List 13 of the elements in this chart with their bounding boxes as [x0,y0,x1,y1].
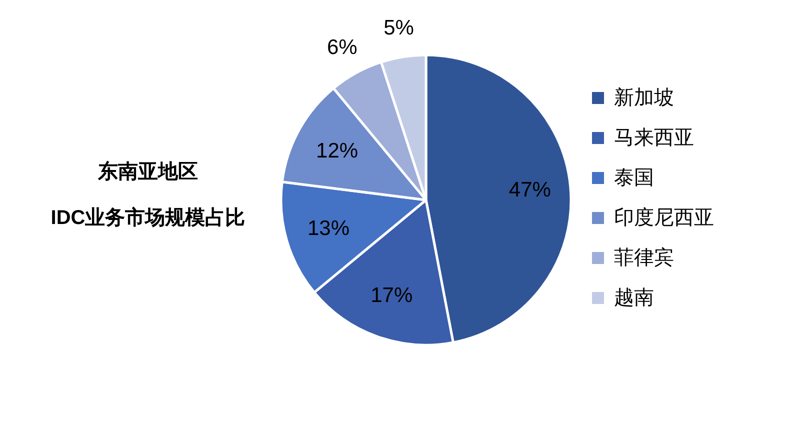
data-label: 13% [308,216,350,240]
data-label: 47% [508,178,551,202]
data-label: 17% [370,284,413,307]
data-label: 5% [384,16,414,40]
legend-label: 新加坡 [614,87,674,109]
legend-label: 印度尼西亚 [614,207,714,229]
chart-title: 东南亚地区 IDC业务市场规模占比 [50,161,246,229]
legend-label: 越南 [614,287,654,309]
legend-label: 马来西亚 [614,127,694,149]
legend-label: 泰国 [614,167,654,189]
data-label: 12% [316,140,358,163]
legend-label: 菲律宾 [614,247,674,269]
data-label: 6% [326,36,358,60]
